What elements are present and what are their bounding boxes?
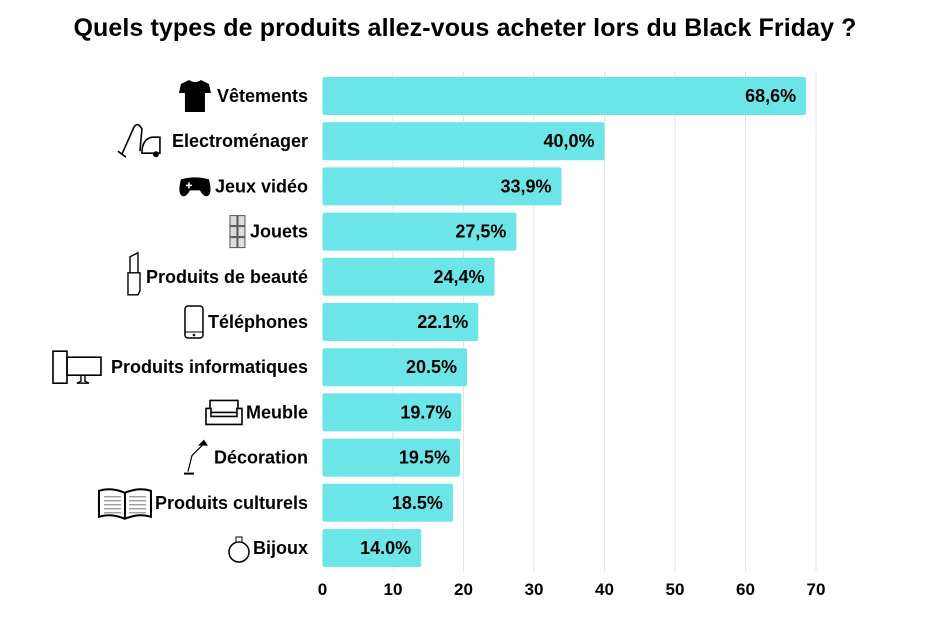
x-tick-label: 60 [736,580,755,599]
bar [322,348,468,387]
category-label: Meuble [246,402,308,422]
tshirt-icon [178,80,211,112]
desk-lamp-icon [183,439,208,475]
data-label: 20.5% [406,357,457,377]
category-label: Bijoux [253,538,308,558]
bar [322,303,479,341]
category-label: Téléphones [208,312,308,332]
bar [322,529,422,567]
data-label: 19.7% [400,402,451,422]
x-tick-label: 10 [384,580,403,599]
x-tick-label: 40 [595,580,614,599]
bar [322,393,462,432]
chart-title: Quels types de produits allez-vous achet… [73,14,857,42]
computer-icon [52,350,102,385]
smartphone-icon [184,305,204,339]
sofa-icon [205,399,243,426]
bar [322,167,562,206]
data-label: 22.1% [417,312,468,332]
data-label: 24,4% [433,267,484,287]
bar [322,483,453,522]
category-label: Produits informatiques [111,357,308,377]
data-label: 14.0% [360,538,411,558]
category-label: Electroménager [172,131,308,151]
vacuum-cleaner-icon [117,123,161,158]
data-label: 18.5% [392,493,443,513]
ring-icon [228,536,250,563]
bar [322,438,460,477]
data-label: 33,9% [500,176,551,196]
data-label: 68,6% [745,86,796,106]
category-label: Jouets [250,222,308,242]
x-tick-label: 70 [807,580,826,599]
category-label: Décoration [214,448,308,468]
data-label: 27,5% [455,222,506,242]
bar [322,257,495,296]
lipstick-icon [127,251,141,296]
bar [322,212,517,251]
data-label: 19.5% [399,448,450,468]
x-tick-label: 0 [318,580,327,599]
category-label: Vêtements [217,86,308,106]
toy-blocks-icon [229,215,246,249]
x-tick-label: 20 [454,580,473,599]
category-label: Produits de beauté [146,267,308,287]
data-label: 40,0% [543,131,594,151]
x-tick-label: 50 [666,580,685,599]
category-label: Produits culturels [155,493,308,513]
bar [322,77,807,115]
bar [322,122,605,161]
open-book-icon [97,488,152,520]
category-label: Jeux vidéo [215,176,308,196]
x-tick-label: 30 [525,580,544,599]
gamepad-icon [179,177,211,197]
